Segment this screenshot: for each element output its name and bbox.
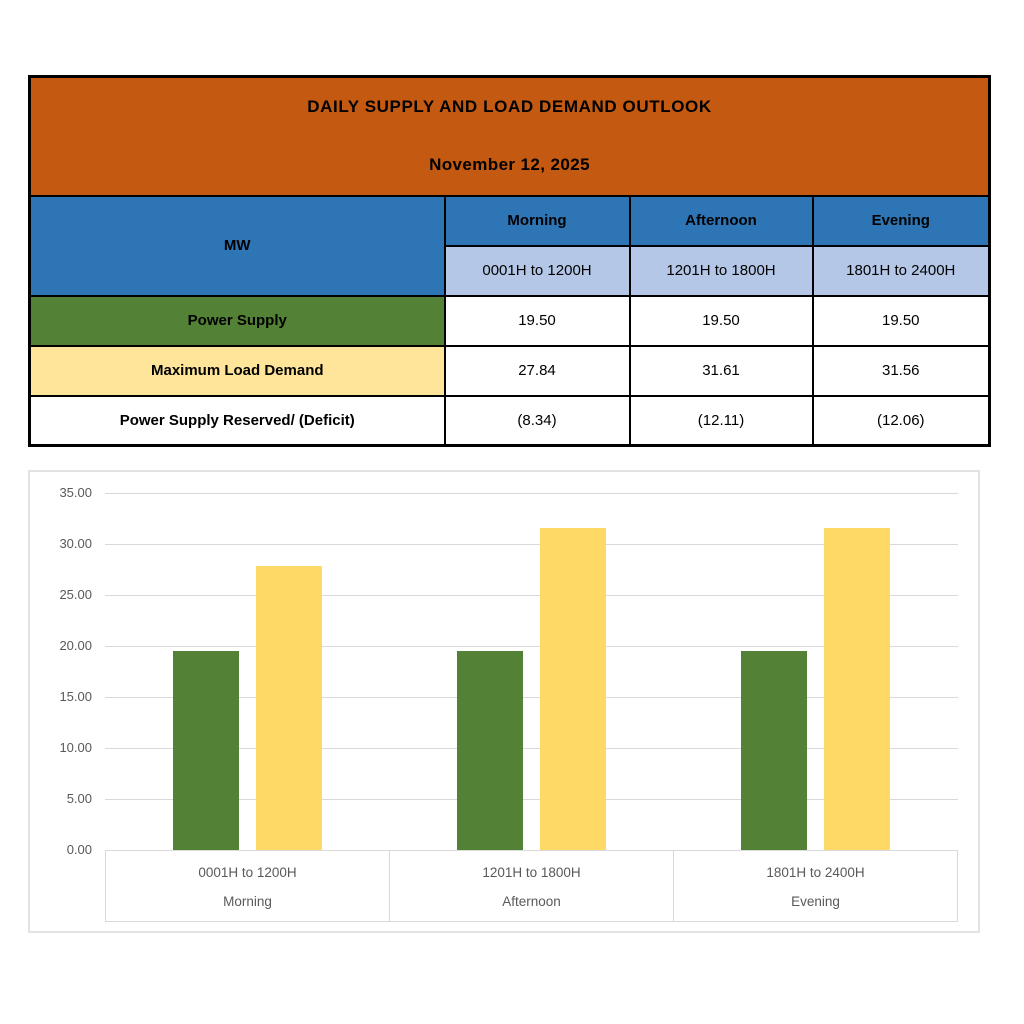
gridline (105, 697, 958, 698)
gridline (105, 544, 958, 545)
table-title: DAILY SUPPLY AND LOAD DEMAND OUTLOOK (307, 97, 712, 117)
y-axis-tick-label: 0.00 (66, 842, 92, 857)
power-supply-morning-value: 19.50 (443, 294, 631, 347)
gridline (105, 493, 958, 494)
chart-bar-0-2 (741, 651, 808, 850)
hours-header-evening: 1801H to 2400H (811, 244, 991, 297)
y-axis-tick-label: 25.00 (59, 587, 92, 602)
gridline (105, 646, 958, 647)
max-load-demand-evening-value: 31.56 (811, 344, 991, 397)
chart-bar-0-1 (457, 651, 523, 850)
hours-header-afternoon: 1201H to 1800H (628, 244, 814, 297)
category-cell: 1201H to 1800H Afternoon (389, 851, 673, 921)
chart-bar-1-1 (540, 527, 606, 850)
y-axis-tick-label: 30.00 (59, 536, 92, 551)
reserve-deficit-afternoon-value: (12.11) (628, 394, 814, 447)
gridline (105, 799, 958, 800)
chart-bar-1-0 (255, 566, 322, 850)
table-banner: DAILY SUPPLY AND LOAD DEMAND OUTLOOK Nov… (28, 75, 991, 197)
column-header-evening: Evening (811, 194, 991, 247)
y-axis-tick-label: 20.00 (59, 638, 92, 653)
column-header-mw: MW (28, 194, 446, 297)
category-period-label: Morning (223, 894, 272, 909)
category-hours-label: 0001H to 1200H (198, 865, 297, 880)
row-label-power-supply: Power Supply (28, 294, 446, 347)
category-cell: 0001H to 1200H Morning (106, 851, 389, 921)
hours-header-morning: 0001H to 1200H (443, 244, 631, 297)
reserve-deficit-evening-value: (12.06) (811, 394, 991, 447)
supply-demand-table: DAILY SUPPLY AND LOAD DEMAND OUTLOOK Nov… (28, 75, 992, 447)
table-date: November 12, 2025 (429, 155, 590, 175)
category-hours-label: 1801H to 2400H (766, 865, 865, 880)
category-cell: 1801H to 2400H Evening (673, 851, 957, 921)
column-header-morning: Morning (443, 194, 631, 247)
max-load-demand-afternoon-value: 31.61 (628, 344, 814, 397)
row-label-max-load-demand: Maximum Load Demand (28, 344, 446, 397)
category-period-label: Evening (791, 894, 840, 909)
table-row: Power Supply Reserved/ (Deficit) (8.34) … (28, 394, 991, 447)
column-header-afternoon: Afternoon (628, 194, 814, 247)
row-label-reserve-deficit: Power Supply Reserved/ (Deficit) (28, 394, 446, 447)
reserve-deficit-morning-value: (8.34) (443, 394, 631, 447)
chart-bar-1-2 (824, 528, 891, 850)
max-load-demand-morning-value: 27.84 (443, 344, 631, 397)
y-axis-tick-label: 5.00 (66, 791, 92, 806)
y-axis-tick-label: 10.00 (59, 740, 92, 755)
gridline (105, 595, 958, 596)
chart-bar-0-0 (172, 651, 239, 850)
y-axis-tick-label: 15.00 (59, 689, 92, 704)
category-hours-label: 1201H to 1800H (482, 865, 581, 880)
table-row: Power Supply 19.50 19.50 19.50 (28, 294, 991, 347)
x-axis-category-box: 0001H to 1200H Morning 1201H to 1800H After… (105, 850, 958, 922)
category-period-label: Afternoon (502, 894, 561, 909)
y-axis-tick-label: 35.00 (59, 485, 92, 500)
table-row: Maximum Load Demand 27.84 31.61 31.56 (28, 344, 991, 397)
power-supply-afternoon-value: 19.50 (628, 294, 814, 347)
supply-demand-bar-chart: 35.00 30.00 25.00 20.00 15.00 10.00 5.00 0.00 00… (28, 470, 980, 933)
power-supply-evening-value: 19.50 (811, 294, 991, 347)
gridline (105, 748, 958, 749)
